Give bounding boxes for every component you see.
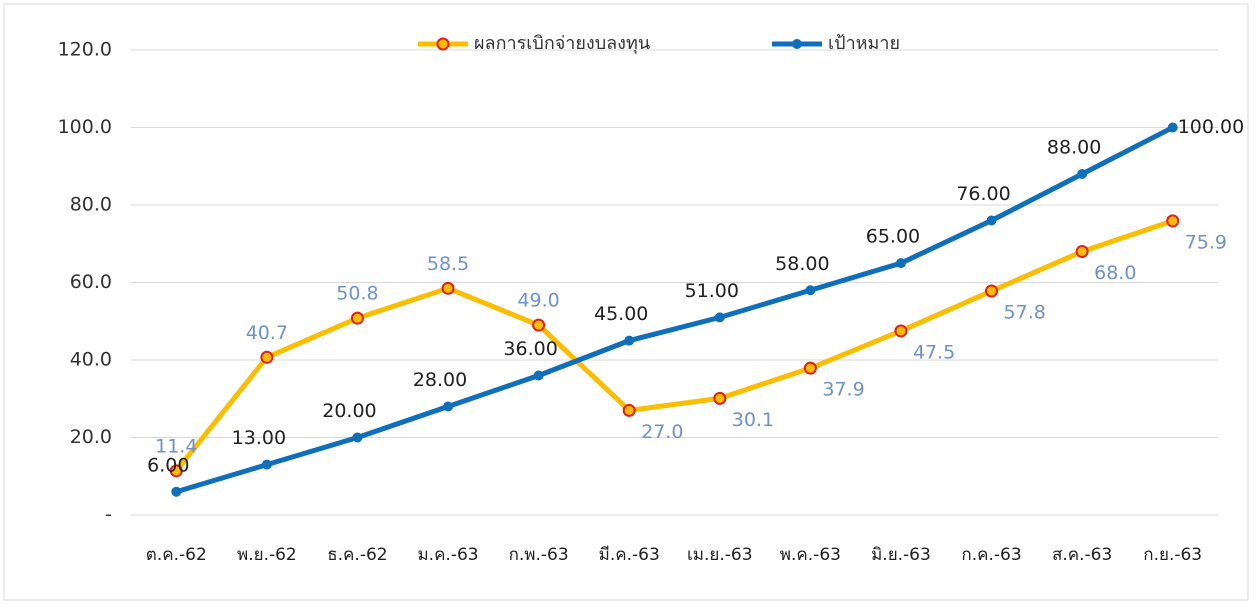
x-tick-label: ก.พ.-63 <box>509 545 569 565</box>
marker <box>169 464 183 478</box>
data-label: 100.00 <box>1178 116 1244 138</box>
x-tick-label: ก.ย.-63 <box>1143 545 1202 565</box>
data-label: 6.00 <box>147 454 189 476</box>
data-label: 50.8 <box>336 283 378 305</box>
y-tick-label: 120.0 <box>58 39 112 61</box>
data-label: 75.9 <box>1185 231 1227 253</box>
data-label: 76.00 <box>956 183 1010 205</box>
data-label: 28.00 <box>413 369 467 391</box>
x-tick-label: พ.ค.-63 <box>780 545 841 565</box>
marker <box>1075 245 1089 258</box>
marker <box>805 285 816 296</box>
data-label: 57.8 <box>1004 302 1046 324</box>
data-label: 45.00 <box>594 303 648 325</box>
marker <box>441 281 455 295</box>
data-label: 36.00 <box>503 338 557 360</box>
marker <box>624 335 635 346</box>
y-tick-label: 80.0 <box>70 194 112 216</box>
x-tick-label: มี.ค.-63 <box>599 545 660 565</box>
data-label: 11.4 <box>155 435 197 457</box>
data-label: 49.0 <box>517 290 559 312</box>
data-label: 65.00 <box>866 226 920 248</box>
marker <box>713 391 727 405</box>
marker <box>352 432 363 443</box>
marker <box>714 312 725 323</box>
x-tick-label: เม.ย.-63 <box>687 545 753 565</box>
data-label: 51.00 <box>685 280 739 302</box>
marker <box>986 215 997 226</box>
data-label: 30.1 <box>732 409 774 431</box>
marker <box>622 403 636 417</box>
data-label: 88.00 <box>1047 137 1101 159</box>
y-tick-label: - <box>105 504 112 526</box>
x-tick-label: ก.ค.-63 <box>961 545 1021 565</box>
marker <box>1166 214 1180 228</box>
data-label: 13.00 <box>232 427 286 449</box>
marker <box>803 361 817 375</box>
data-label: 37.9 <box>822 379 864 401</box>
legend-label: เป้าหมาย <box>828 33 900 54</box>
y-tick-label: 40.0 <box>70 349 112 371</box>
legend-marker <box>792 39 802 49</box>
marker <box>533 370 544 381</box>
x-tick-label: ธ.ค.-62 <box>327 545 387 565</box>
data-label: 58.00 <box>775 253 829 275</box>
marker <box>443 401 454 412</box>
marker <box>260 350 274 364</box>
data-label: 27.0 <box>641 421 683 443</box>
legend-label: ผลการเบิกจ่ายงบลงทุน <box>474 33 650 54</box>
marker <box>894 324 908 338</box>
marker <box>532 318 546 332</box>
marker <box>1167 122 1178 133</box>
marker <box>895 258 906 269</box>
x-tick-label: พ.ย.-62 <box>237 545 297 565</box>
x-tick-label: มิ.ย.-63 <box>871 545 931 565</box>
line-series <box>175 125 1174 495</box>
data-label: 58.5 <box>427 253 469 275</box>
y-tick-label: 100.0 <box>58 116 112 138</box>
line-series <box>174 218 1174 473</box>
x-tick-label: ส.ค.-63 <box>1052 545 1112 565</box>
data-label: 68.0 <box>1094 262 1136 284</box>
data-label: 40.7 <box>246 322 288 344</box>
legend-marker <box>436 37 450 51</box>
y-tick-label: 60.0 <box>70 271 112 293</box>
marker <box>171 486 182 497</box>
data-label: 20.00 <box>322 400 376 422</box>
x-tick-label: ต.ค.-62 <box>146 545 207 565</box>
chart-border <box>3 3 1249 601</box>
marker <box>350 311 364 325</box>
marker <box>1077 169 1088 179</box>
marker <box>985 284 999 298</box>
x-tick-label: ม.ค.-63 <box>417 545 478 565</box>
y-tick-label: 20.0 <box>70 426 112 448</box>
data-label: 47.5 <box>913 341 955 363</box>
marker <box>261 459 272 470</box>
